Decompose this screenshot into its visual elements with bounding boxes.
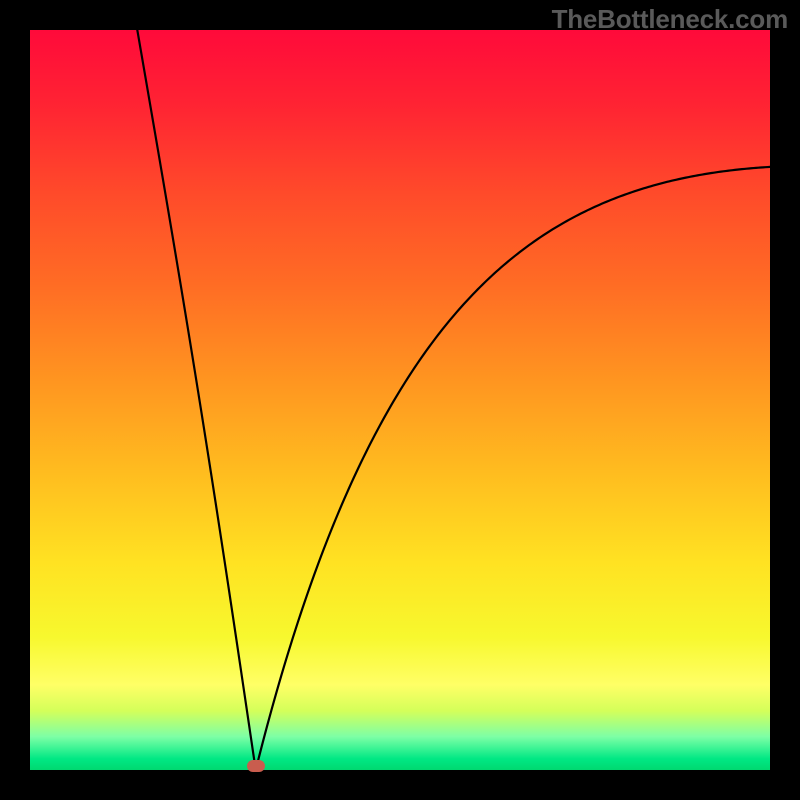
plot-area <box>30 30 770 770</box>
bottleneck-curve <box>137 30 770 770</box>
watermark-text: TheBottleneck.com <box>552 4 788 35</box>
curve-overlay <box>30 30 770 770</box>
chart-container: TheBottleneck.com <box>0 0 800 800</box>
valley-marker <box>247 760 265 772</box>
